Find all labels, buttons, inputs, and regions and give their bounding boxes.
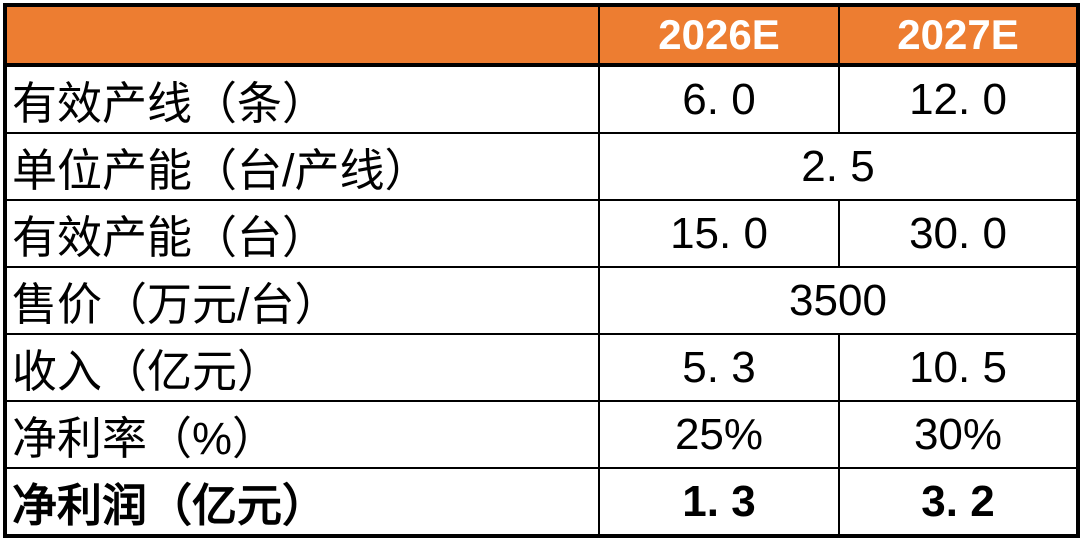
row-label: 有效产能（台） xyxy=(4,199,600,268)
table-row-effective-lines: 有效产线（条） 6. 0 12. 0 xyxy=(4,64,1079,134)
table-row-net-profit: 净利润（亿元） 1. 3 3. 2 xyxy=(4,467,1079,537)
table-row-net-margin: 净利率（%） 25% 30% xyxy=(4,400,1079,469)
header-cell-2026e: 2026E xyxy=(598,4,840,67)
table-row-revenue: 收入（亿元） 5. 3 10. 5 xyxy=(4,333,1079,402)
header-cell-blank xyxy=(4,4,600,67)
table-row-unit-price: 售价（万元/台） 3500 xyxy=(4,266,1079,335)
row-label: 收入（亿元） xyxy=(4,333,600,402)
cell-2026e: 6. 0 xyxy=(598,64,840,134)
table-header-row: 2026E 2027E xyxy=(4,4,1079,67)
capacity-profit-forecast-table: 2026E 2027E 有效产线（条） 6. 0 12. 0 单位产能（台/产线… xyxy=(3,3,1080,538)
table-row-effective-capacity: 有效产能（台） 15. 0 30. 0 xyxy=(4,199,1079,268)
cell-2026e: 15. 0 xyxy=(598,199,840,268)
cell-merged-both-years: 2. 5 xyxy=(598,132,1079,201)
cell-merged-both-years: 3500 xyxy=(598,266,1079,335)
table-row-unit-capacity: 单位产能（台/产线） 2. 5 xyxy=(4,132,1079,201)
row-label: 售价（万元/台） xyxy=(4,266,600,335)
cell-2026e: 5. 3 xyxy=(598,333,840,402)
cell-2027e: 10. 5 xyxy=(838,333,1079,402)
row-label: 单位产能（台/产线） xyxy=(4,132,600,201)
cell-2027e: 3. 2 xyxy=(838,467,1079,537)
row-label: 净利率（%） xyxy=(4,400,600,469)
cell-2026e: 25% xyxy=(598,400,840,469)
header-cell-2027e: 2027E xyxy=(838,4,1079,67)
row-label: 有效产线（条） xyxy=(4,64,600,134)
cell-2027e: 30. 0 xyxy=(838,199,1079,268)
cell-2026e: 1. 3 xyxy=(598,467,840,537)
cell-2027e: 12. 0 xyxy=(838,64,1079,134)
row-label: 净利润（亿元） xyxy=(4,467,600,537)
cell-2027e: 30% xyxy=(838,400,1079,469)
